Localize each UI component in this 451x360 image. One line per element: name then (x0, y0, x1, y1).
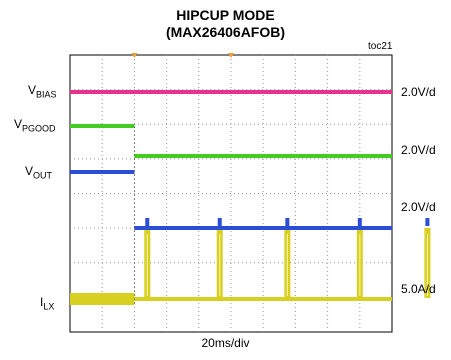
channel-label-vout: VOUT (25, 164, 53, 181)
channel-label-vpgood: VPGOOD (14, 117, 56, 134)
scale-vout: 2.0V/d (401, 200, 436, 214)
trace-vout-spike (425, 218, 430, 226)
trace-vout-spike (145, 218, 150, 226)
scale-ilx: 5.0A/d (401, 282, 436, 296)
trace-ilx-before (70, 293, 135, 305)
trace-vout-spike (357, 218, 362, 226)
trace-vout-spike (217, 218, 222, 226)
figure-tag: toc21 (368, 41, 393, 52)
time-marker (228, 53, 234, 58)
x-axis-label: 20ms/div (201, 336, 250, 350)
trace-vout-spike (285, 218, 290, 226)
chart-title-line2: (MAX26406AFOB) (165, 24, 286, 40)
trigger-marker (131, 53, 138, 58)
channel-label-ilx: ILX (40, 295, 55, 312)
channel-label-vbias: VBIAS (28, 83, 57, 100)
chart-title-line1: HIPCUP MODE (176, 7, 275, 23)
scale-vpgood: 2.0V/d (401, 143, 436, 157)
scale-vbias: 2.0V/d (401, 85, 436, 99)
